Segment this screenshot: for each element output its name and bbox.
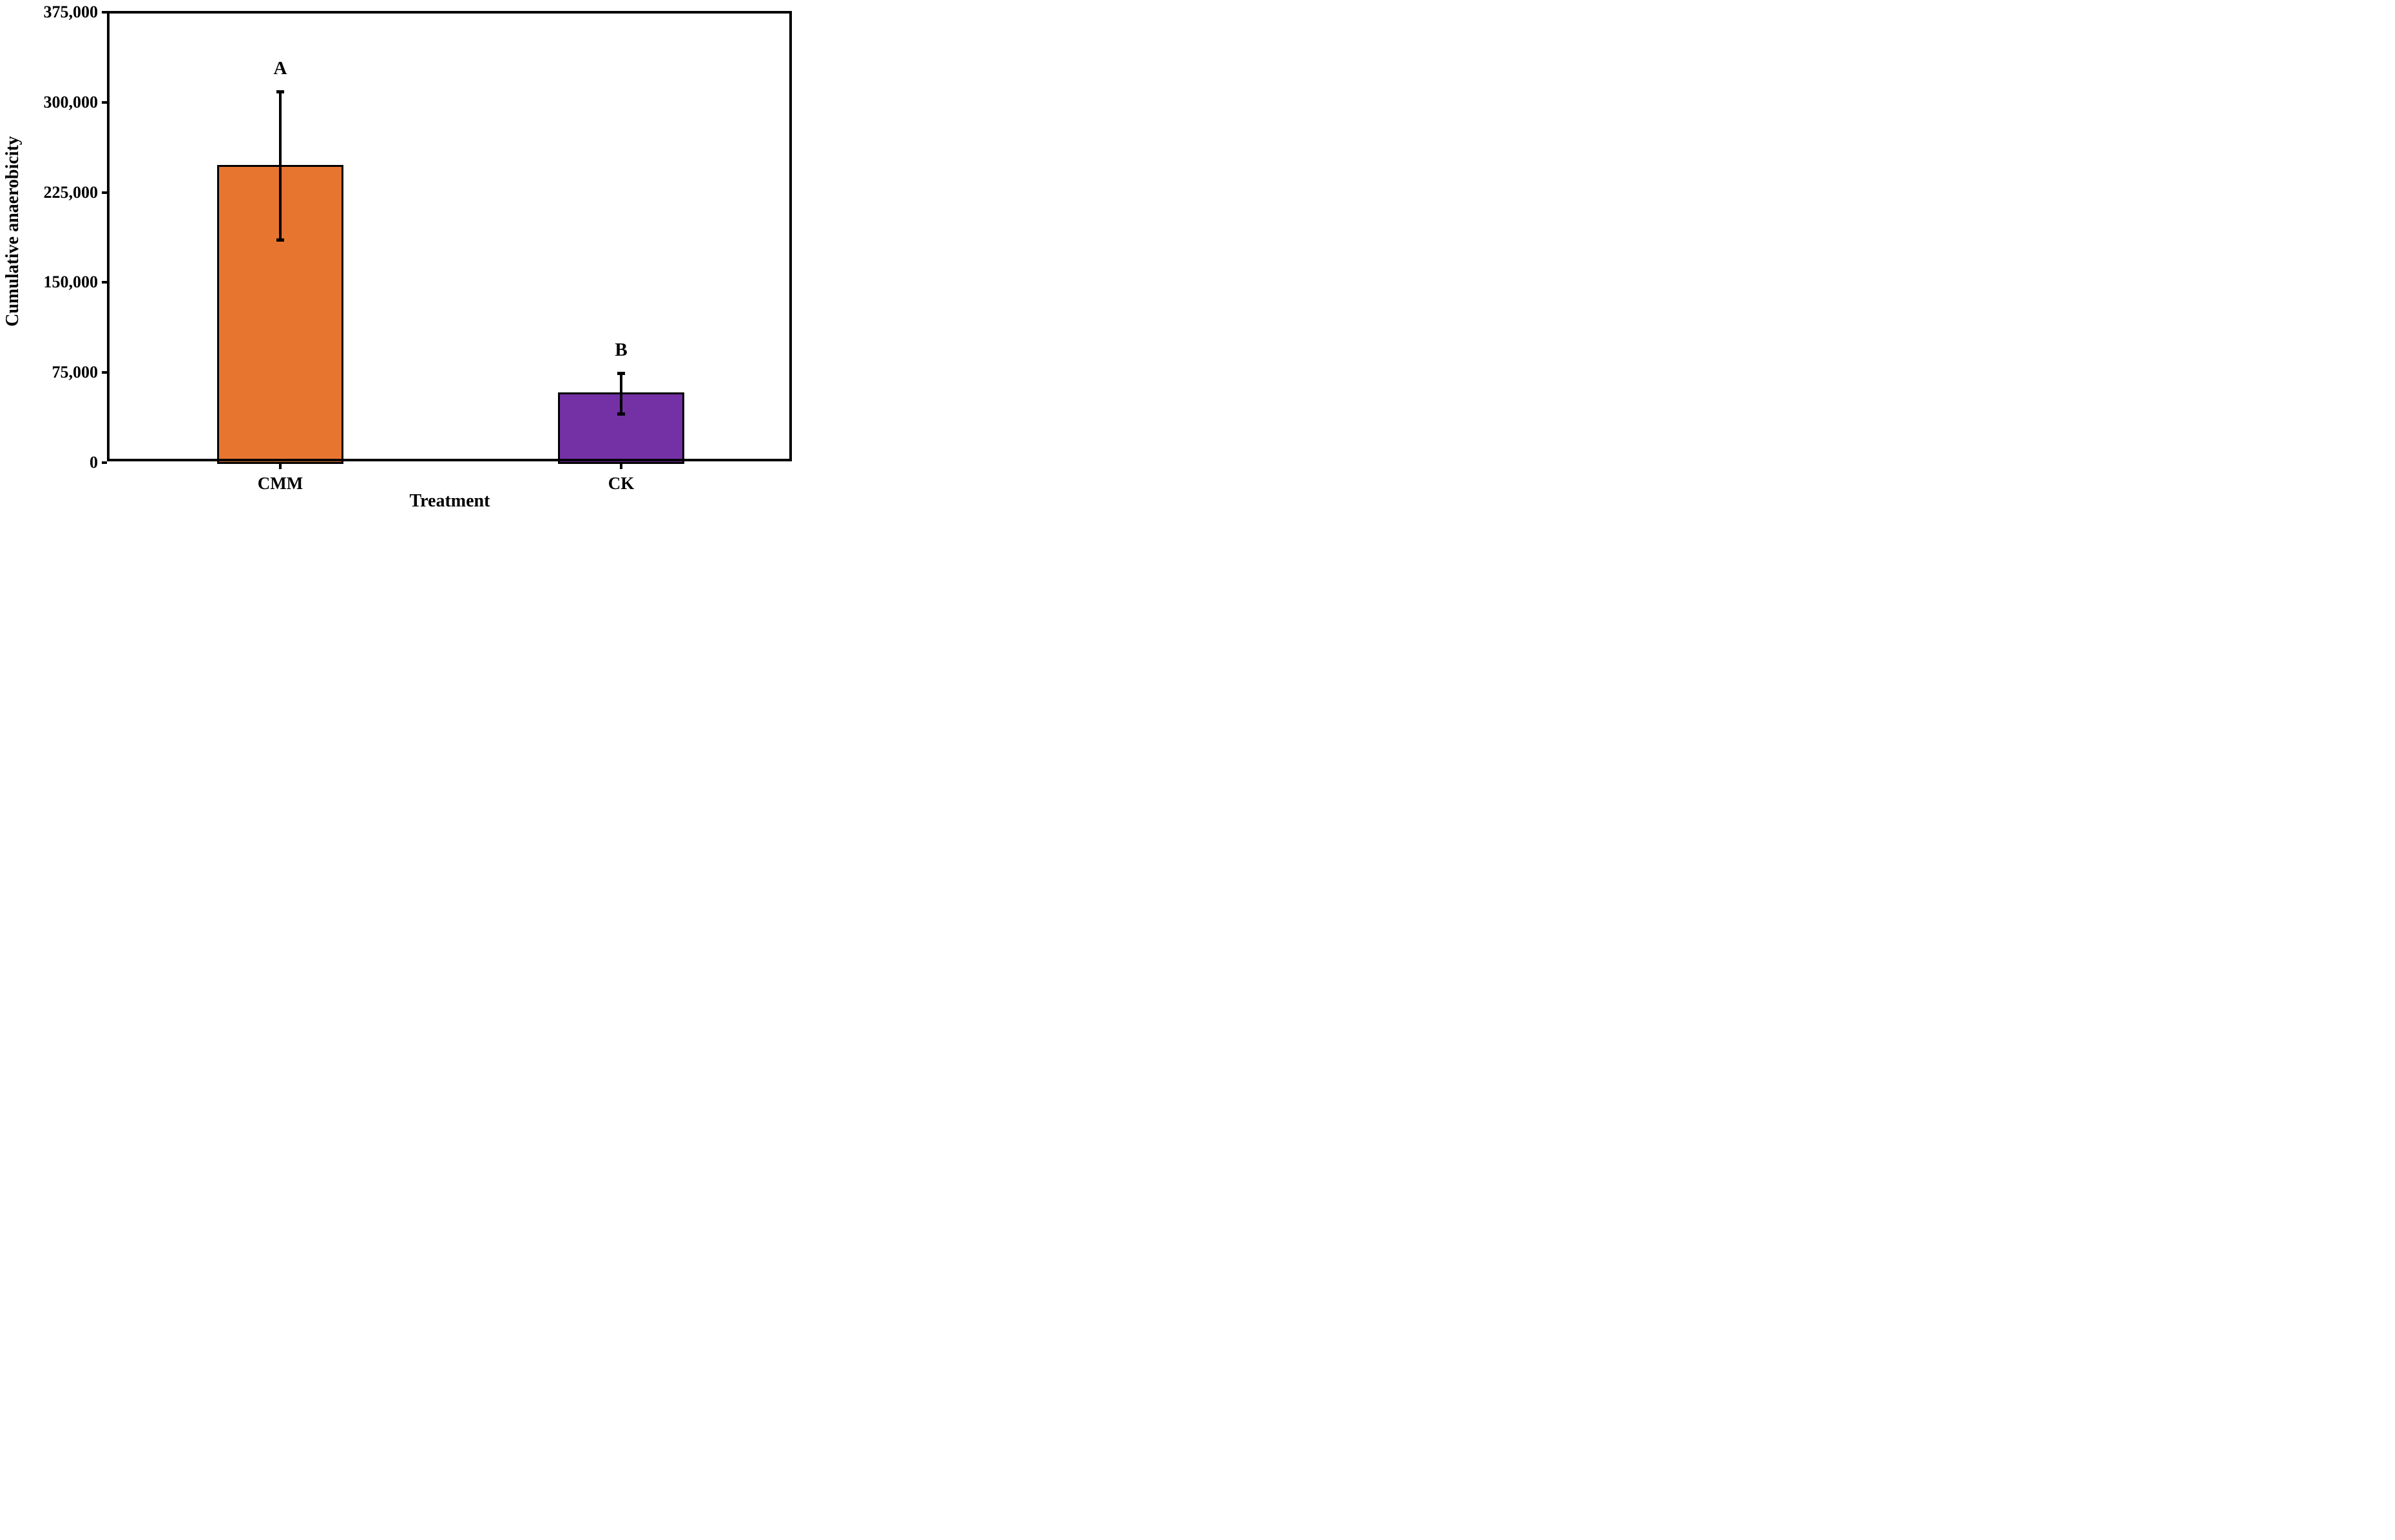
y-axis-tick-label: 0: [90, 453, 98, 472]
y-axis-tick: [102, 281, 107, 284]
error-bar-cap-top-cmm: [276, 90, 284, 94]
y-axis-tick-label: 300,000: [43, 92, 99, 111]
significance-letter-cmm: A: [273, 58, 287, 79]
error-bar-ck: [620, 373, 622, 414]
y-axis-tick-label: 225,000: [43, 182, 99, 202]
y-axis-tick: [102, 101, 107, 104]
y-axis-tick-label: 150,000: [43, 273, 99, 292]
x-axis-category-label: CK: [608, 474, 635, 493]
y-axis-tick: [102, 11, 107, 14]
y-axis-tick: [102, 461, 107, 464]
y-axis-tick: [102, 371, 107, 374]
x-axis-category-label: CMM: [257, 474, 303, 493]
y-axis-tick-label: 75,000: [52, 363, 99, 382]
y-axis-tick: [102, 191, 107, 194]
plot-area: [107, 11, 792, 461]
significance-letter-ck: B: [615, 340, 628, 361]
error-bar-cmm: [279, 91, 282, 241]
x-axis-tick: [279, 464, 282, 469]
x-axis-tick: [620, 464, 622, 469]
x-axis-title: Treatment: [409, 491, 490, 511]
error-bar-cap-bottom-ck: [617, 412, 625, 416]
error-bar-cap-bottom-cmm: [276, 238, 284, 242]
bar-chart-figure: Cumulative anaerobicity Treatment 0 75,00…: [0, 0, 798, 514]
y-axis-tick-label: 375,000: [43, 3, 99, 21]
y-axis-title: Cumulative anaerobicity: [3, 136, 23, 327]
error-bar-cap-top-ck: [617, 372, 625, 376]
